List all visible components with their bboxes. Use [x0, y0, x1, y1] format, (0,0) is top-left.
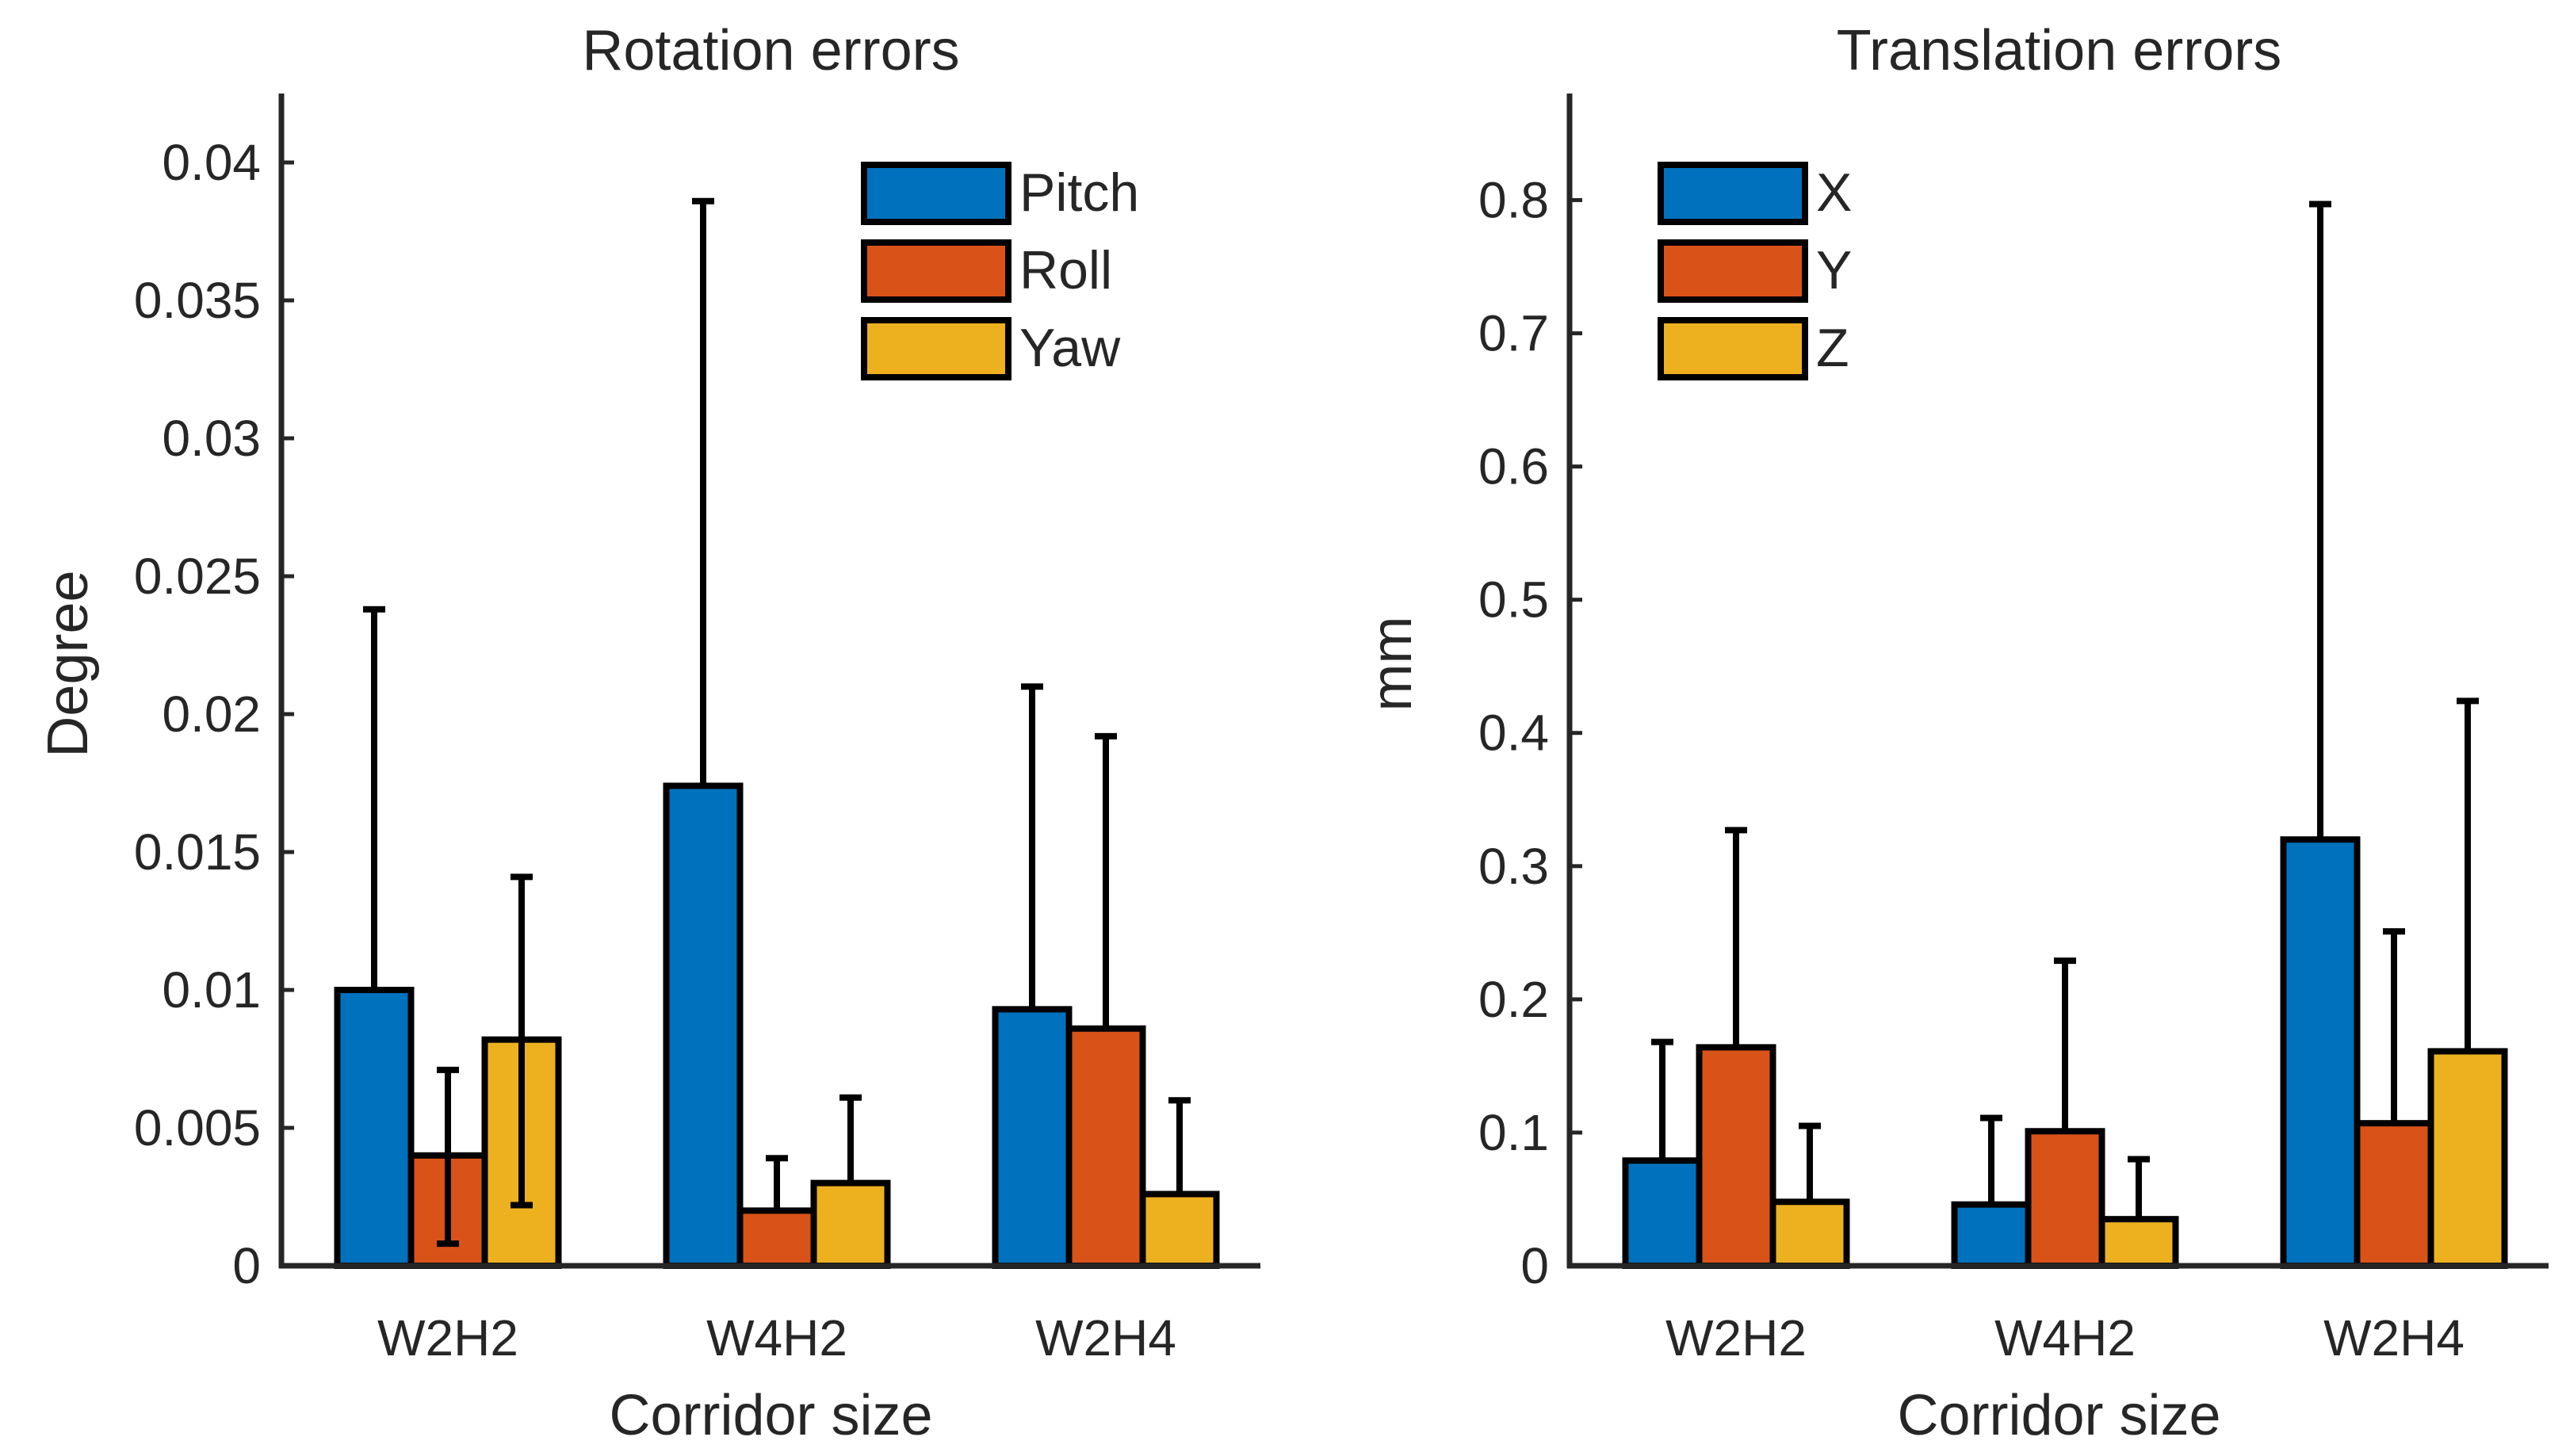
bar-z-w2h4	[2427, 1048, 2508, 1270]
x-tick-label: W4H2	[1994, 1309, 2136, 1366]
bar-pitch-w2h2	[334, 987, 415, 1269]
y-tick-label: 0.7	[1478, 305, 1549, 362]
bar-pitch-w2h4	[992, 1006, 1073, 1269]
y-tick-label: 0.6	[1478, 438, 1549, 495]
y-tick-label: 0.5	[1478, 571, 1549, 629]
y-tick-label: 0.005	[134, 1099, 261, 1156]
legend-label-pitch: Pitch	[1019, 162, 1139, 223]
y-tick-label: 0.01	[162, 961, 261, 1018]
bar-y-w2h4	[2354, 1120, 2434, 1269]
y-tick-label: 0.8	[1478, 171, 1549, 228]
x-axis-label: Corridor size	[609, 1384, 932, 1447]
bar-roll-w4h2	[736, 1207, 817, 1270]
bar-pitch-w4h2	[663, 782, 744, 1269]
bar-z-w2h2	[1769, 1198, 1850, 1269]
legend: XYZ	[1658, 162, 1852, 380]
x-tick-label: W2H4	[1035, 1309, 1176, 1366]
rotation-errors-chart: Rotation errors 0 0.005 0.01 0.015 0.02 0.025 0…	[36, 19, 1260, 1447]
x-tick-label: W4H2	[706, 1309, 847, 1366]
x-axis-label: Corridor size	[1897, 1384, 2220, 1447]
x-tick-label: W2H4	[2323, 1309, 2465, 1366]
bar-y-w2h2	[1696, 1044, 1776, 1269]
legend-swatch-z	[1658, 317, 1808, 380]
bar-y-w4h2	[2025, 1128, 2105, 1269]
y-tick-label: 0.04	[162, 134, 261, 191]
translation-errors-chart: Translation errors 0 0.1 0.2 0.3 0.4 0.5 0.6 0.7…	[1360, 19, 2549, 1447]
chart-title: Translation errors	[1837, 19, 2282, 82]
bar-yaw-w2h4	[1139, 1190, 1220, 1270]
x-tick-label: W2H2	[1665, 1309, 1807, 1366]
y-tick-label: 0.1	[1478, 1104, 1549, 1161]
y-tick-label: 0.3	[1478, 838, 1549, 895]
legend-swatch-roll	[861, 239, 1011, 303]
legend-swatch-yaw	[861, 317, 1011, 380]
legend-label-y: Y	[1816, 240, 1852, 300]
y-tick-label: 0.2	[1478, 971, 1549, 1028]
legend-label-x: X	[1816, 162, 1852, 223]
chart-title: Rotation errors	[582, 19, 959, 82]
y-axis-label: Degree	[36, 570, 100, 757]
y-tick-label: 0.03	[162, 410, 261, 467]
bar-x-w4h2	[1951, 1201, 2032, 1269]
legend: Pitch Roll Yaw	[861, 162, 1139, 380]
bar-z-w4h2	[2098, 1216, 2179, 1270]
bar-yaw-w4h2	[810, 1179, 891, 1269]
x-tick-label: W2H2	[377, 1309, 518, 1366]
y-tick-label: 0.02	[162, 686, 261, 743]
y-tick-label: 0.035	[134, 272, 261, 329]
bar-x-w2h4	[2280, 836, 2361, 1269]
y-tick-label: 0	[232, 1237, 261, 1294]
y-axis-label: mm	[1360, 617, 1424, 712]
legend-swatch-x	[1658, 162, 1808, 225]
legend-swatch-y	[1658, 239, 1808, 303]
bar-roll-w2h4	[1065, 1025, 1146, 1269]
y-tick-label: 0.015	[134, 824, 261, 881]
bar-x-w2h2	[1622, 1157, 1703, 1270]
y-tick-label: 0	[1520, 1237, 1549, 1294]
y-tick-label: 0.025	[134, 548, 261, 605]
y-tick-label: 0.4	[1478, 705, 1549, 762]
legend-label-roll: Roll	[1019, 240, 1112, 300]
legend-label-yaw: Yaw	[1019, 318, 1121, 378]
legend-swatch-pitch	[861, 162, 1011, 225]
legend-label-z: Z	[1816, 318, 1849, 378]
